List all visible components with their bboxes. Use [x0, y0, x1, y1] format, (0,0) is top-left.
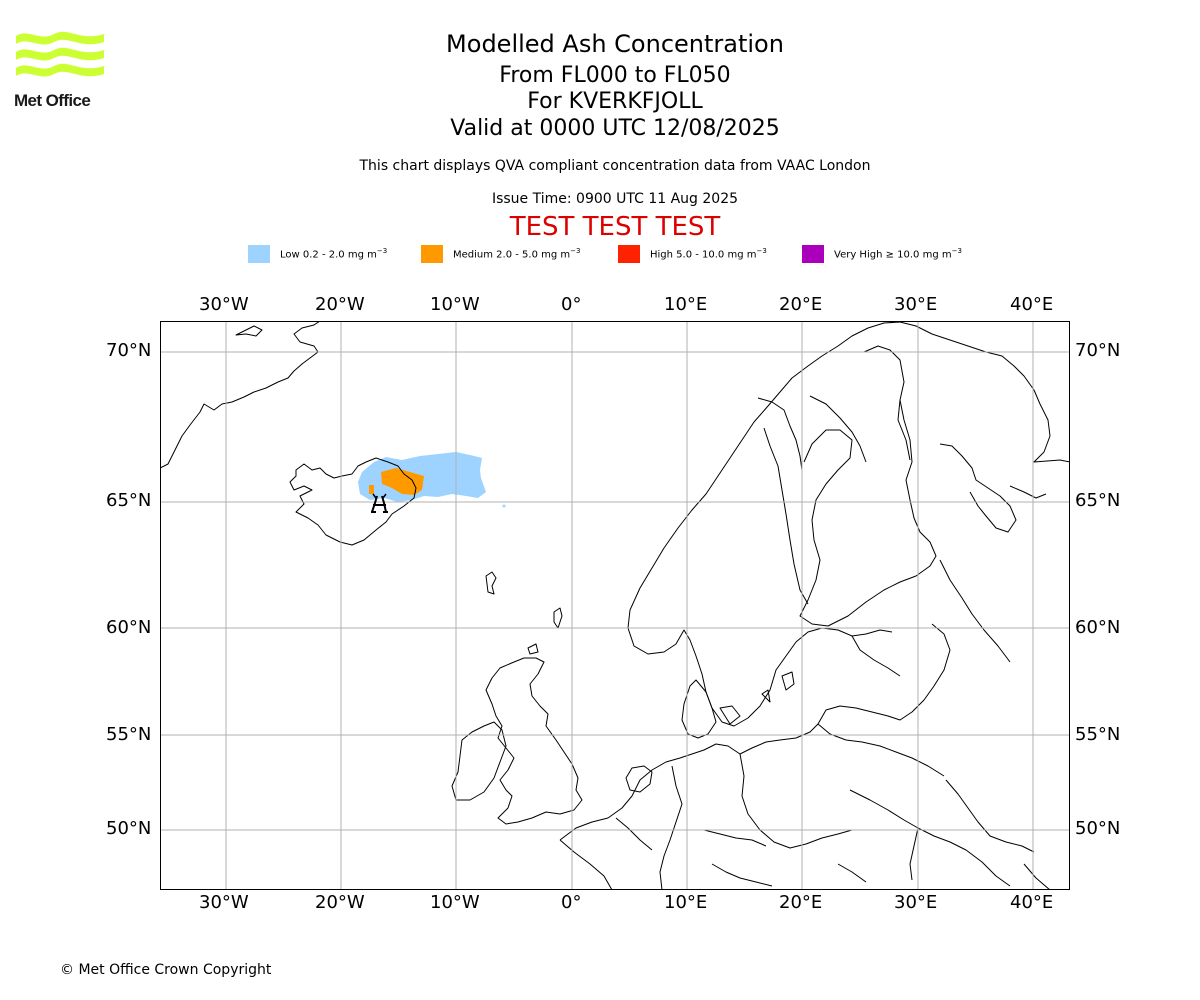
legend-item-low: Low 0.2 - 2.0 mg m−3 [248, 244, 387, 263]
lon-tick-bottom: 10°E [664, 892, 708, 913]
legend-swatch-very-high [802, 244, 824, 263]
lon-tick-bottom: 10°W [430, 892, 480, 913]
lat-tick-right: 50°N [1075, 818, 1121, 839]
chart-title: Modelled Ash Concentration [446, 30, 784, 58]
flight-levels: From FL000 to FL050 [499, 63, 731, 88]
lat-tick-right: 55°N [1075, 724, 1121, 745]
map-frame [160, 321, 1070, 890]
lon-tick-bottom: 0° [561, 892, 582, 913]
lat-tick-right: 70°N [1075, 340, 1121, 361]
volcano-icon [371, 493, 388, 513]
legend-item-high: High 5.0 - 10.0 mg m−3 [618, 244, 767, 263]
lat-tick-left: 60°N [106, 617, 152, 638]
legend-swatch-medium [421, 244, 443, 263]
lon-tick-top: 10°W [430, 294, 480, 315]
ash-area-medium [381, 468, 424, 495]
legend-item-medium: Medium 2.0 - 5.0 mg m−3 [421, 244, 580, 263]
ash-area-medium-small [369, 485, 374, 494]
issue-time: Issue Time: 0900 UTC 11 Aug 2025 [491, 191, 739, 207]
coastline-great-britain [485, 657, 583, 825]
national-borders [615, 395, 1051, 890]
ash-map [160, 321, 1070, 890]
lat-tick-left: 55°N [106, 724, 152, 745]
legend-swatch-low [248, 244, 270, 263]
test-banner: TEST TEST TEST [509, 212, 721, 242]
lon-tick-bottom: 20°E [779, 892, 823, 913]
legend-item-very-high: Very High ≥ 10.0 mg m−3 [802, 244, 962, 263]
lat-tick-right: 65°N [1075, 490, 1121, 511]
lat-tick-left: 70°N [106, 340, 152, 361]
lon-tick-top: 20°W [315, 294, 365, 315]
legend-swatch-high [618, 244, 640, 263]
met-office-wordmark: Met Office [14, 91, 91, 110]
copyright-notice: © Met Office Crown Copyright [60, 962, 272, 978]
lon-tick-bottom: 30°W [199, 892, 249, 913]
lon-tick-bottom: 20°W [315, 892, 365, 913]
lat-tick-right: 60°N [1075, 617, 1121, 638]
met-office-waves-icon [16, 31, 104, 77]
chart-description: This chart displays QVA compliant concen… [359, 158, 871, 174]
lon-tick-top: 40°E [1010, 294, 1054, 315]
volcano-name: For KVERKFJOLL [527, 89, 703, 114]
coastlines [160, 321, 1070, 890]
lon-tick-top: 30°W [199, 294, 249, 315]
lon-tick-top: 0° [561, 294, 582, 315]
coastline-scandinavia [629, 321, 1070, 611]
graticule [160, 321, 1070, 890]
ash-speck-low [502, 504, 506, 508]
lon-tick-bottom: 40°E [1010, 892, 1054, 913]
lon-tick-bottom: 30°E [894, 892, 938, 913]
lon-tick-top: 20°E [779, 294, 823, 315]
lat-tick-left: 50°N [106, 818, 152, 839]
lon-tick-top: 30°E [894, 294, 938, 315]
valid-time: Valid at 0000 UTC 12/08/2025 [450, 116, 780, 141]
lat-tick-left: 65°N [106, 490, 152, 511]
coastline-greenland [160, 321, 321, 469]
lon-tick-top: 10°E [664, 294, 708, 315]
coastline-denmark [681, 679, 717, 739]
